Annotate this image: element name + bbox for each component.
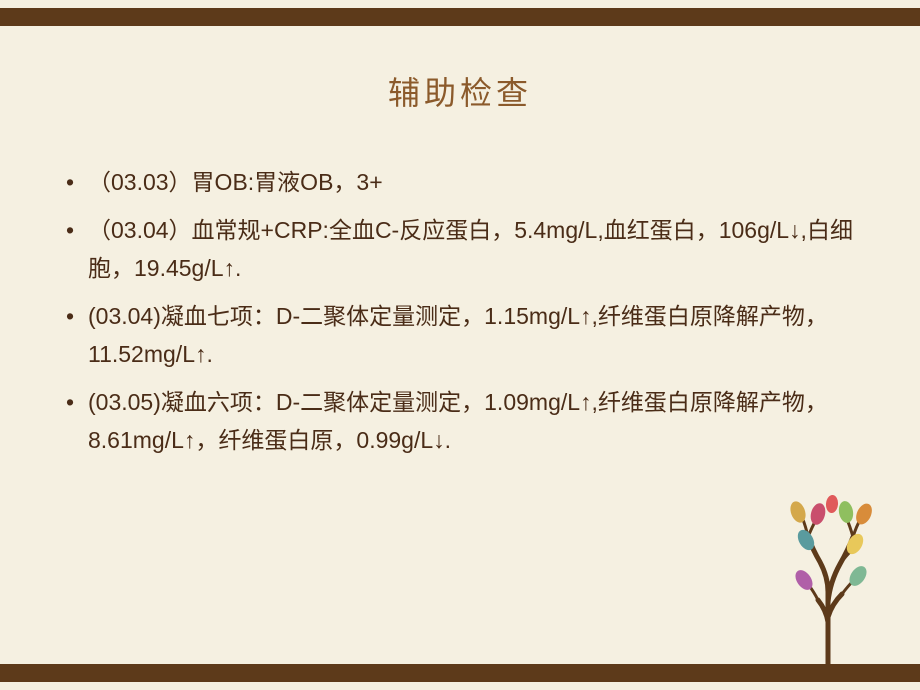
bullet-list: （03.03）胃OB:胃液OB，3+ （03.04）血常规+CRP:全血C-反应… [60,164,860,460]
tree-decoration-icon [758,482,908,672]
bottom-bar [0,664,920,682]
list-item: (03.04)凝血七项：D-二聚体定量测定，1.15mg/L↑,纤维蛋白原降解产… [60,298,860,374]
top-bar [0,8,920,26]
content-area: （03.03）胃OB:胃液OB，3+ （03.04）血常规+CRP:全血C-反应… [0,114,920,460]
list-item: （03.03）胃OB:胃液OB，3+ [60,164,860,202]
list-item: （03.04）血常规+CRP:全血C-反应蛋白，5.4mg/L,血红蛋白，106… [60,212,860,288]
list-item: (03.05)凝血六项：D-二聚体定量测定，1.09mg/L↑,纤维蛋白原降解产… [60,384,860,460]
